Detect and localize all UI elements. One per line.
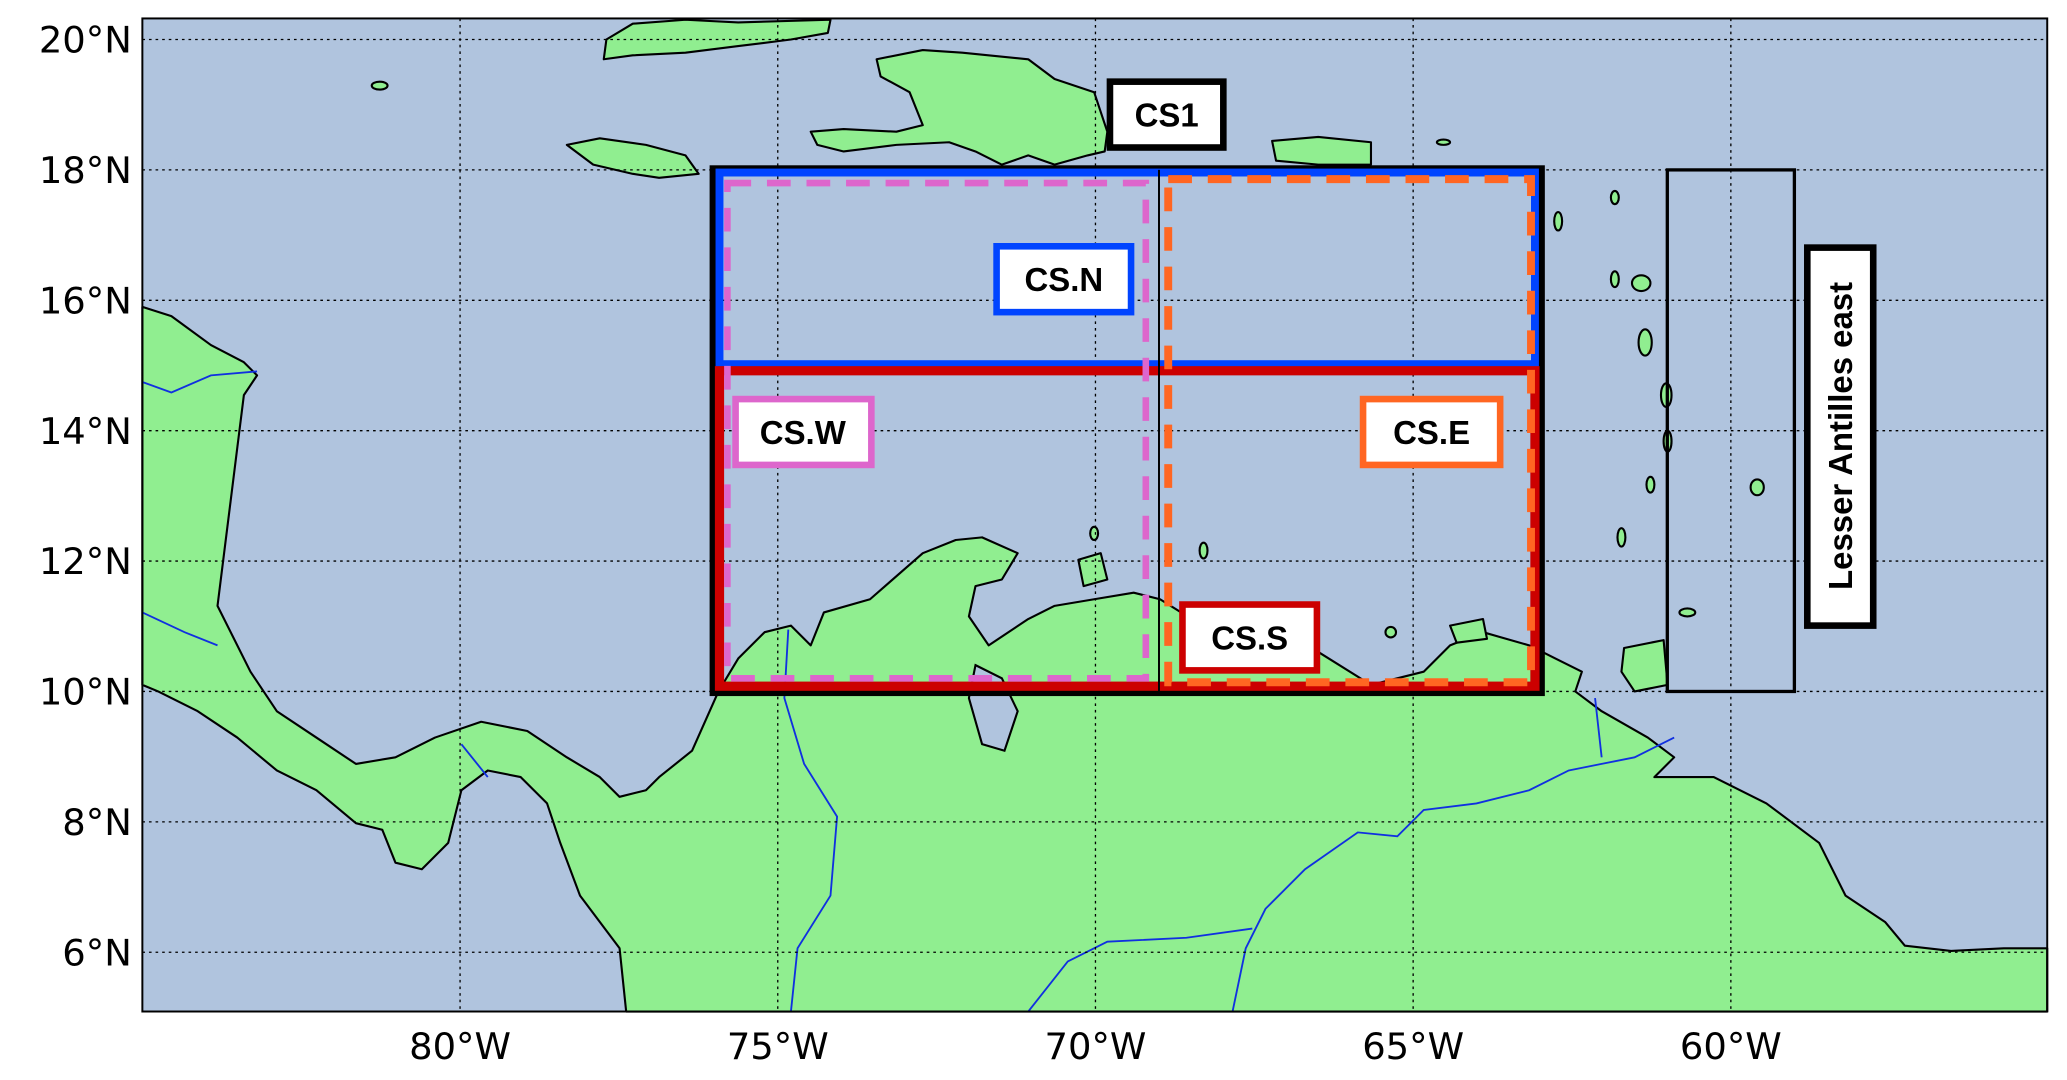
gridlines xyxy=(142,18,2048,1012)
lon-tick-label: 70°W xyxy=(1045,1025,1147,1068)
lat-tick-label: 18°N xyxy=(39,149,132,192)
label-lesser-antilles-east: Lesser Antilles east xyxy=(1804,244,1877,629)
lon-tick-label: 75°W xyxy=(727,1025,829,1068)
lat-tick-label: 8°N xyxy=(62,801,132,844)
label-cs-e: CS.E xyxy=(1359,395,1504,469)
lat-tick-label: 14°N xyxy=(39,410,132,453)
land-puerto-rico xyxy=(1271,135,1373,166)
svg-text:Lesser Antilles east: Lesser Antilles east xyxy=(1822,282,1859,590)
svg-text:CS.E: CS.E xyxy=(1393,414,1470,451)
label-cs-s: CS.S xyxy=(1179,601,1321,674)
label-cs-w: CS.W xyxy=(732,395,875,469)
lesser-antilles-islands xyxy=(370,80,1765,639)
land-jamaica xyxy=(565,137,700,179)
lon-tick-label: 80°W xyxy=(409,1025,511,1068)
axis-tick-labels: 80°W 75°W 70°W 65°W 60°W 20°N 18°N 16°N 14°N 12°N… xyxy=(39,19,1782,1068)
lat-tick-label: 20°N xyxy=(39,19,132,62)
lon-tick-label: 65°W xyxy=(1362,1025,1464,1068)
land-curacao xyxy=(1077,552,1109,588)
land-trinidad xyxy=(1620,639,1669,693)
svg-text:CS1: CS1 xyxy=(1135,96,1199,133)
svg-text:CS.S: CS.S xyxy=(1211,619,1288,656)
lon-tick-label: 60°W xyxy=(1680,1025,1782,1068)
svg-text:CS.W: CS.W xyxy=(760,414,847,451)
svg-text:CS.N: CS.N xyxy=(1024,261,1103,298)
lat-tick-label: 12°N xyxy=(39,540,132,583)
label-cs-n: CS.N xyxy=(993,243,1135,316)
lat-tick-label: 10°N xyxy=(39,671,132,714)
lat-tick-label: 16°N xyxy=(39,279,132,322)
lat-tick-label: 6°N xyxy=(62,931,132,974)
region-box-cs-w xyxy=(724,179,1150,682)
land-hispaniola xyxy=(809,48,1109,166)
rivers xyxy=(141,370,1675,1013)
region-boxes xyxy=(709,165,1797,697)
land-margarita xyxy=(1449,617,1489,644)
label-cs1: CS1 xyxy=(1106,78,1227,151)
region-box-lesser-antilles-east xyxy=(1665,168,1797,694)
map-frame xyxy=(141,17,2049,1013)
region-box-cs-e xyxy=(1164,175,1535,687)
